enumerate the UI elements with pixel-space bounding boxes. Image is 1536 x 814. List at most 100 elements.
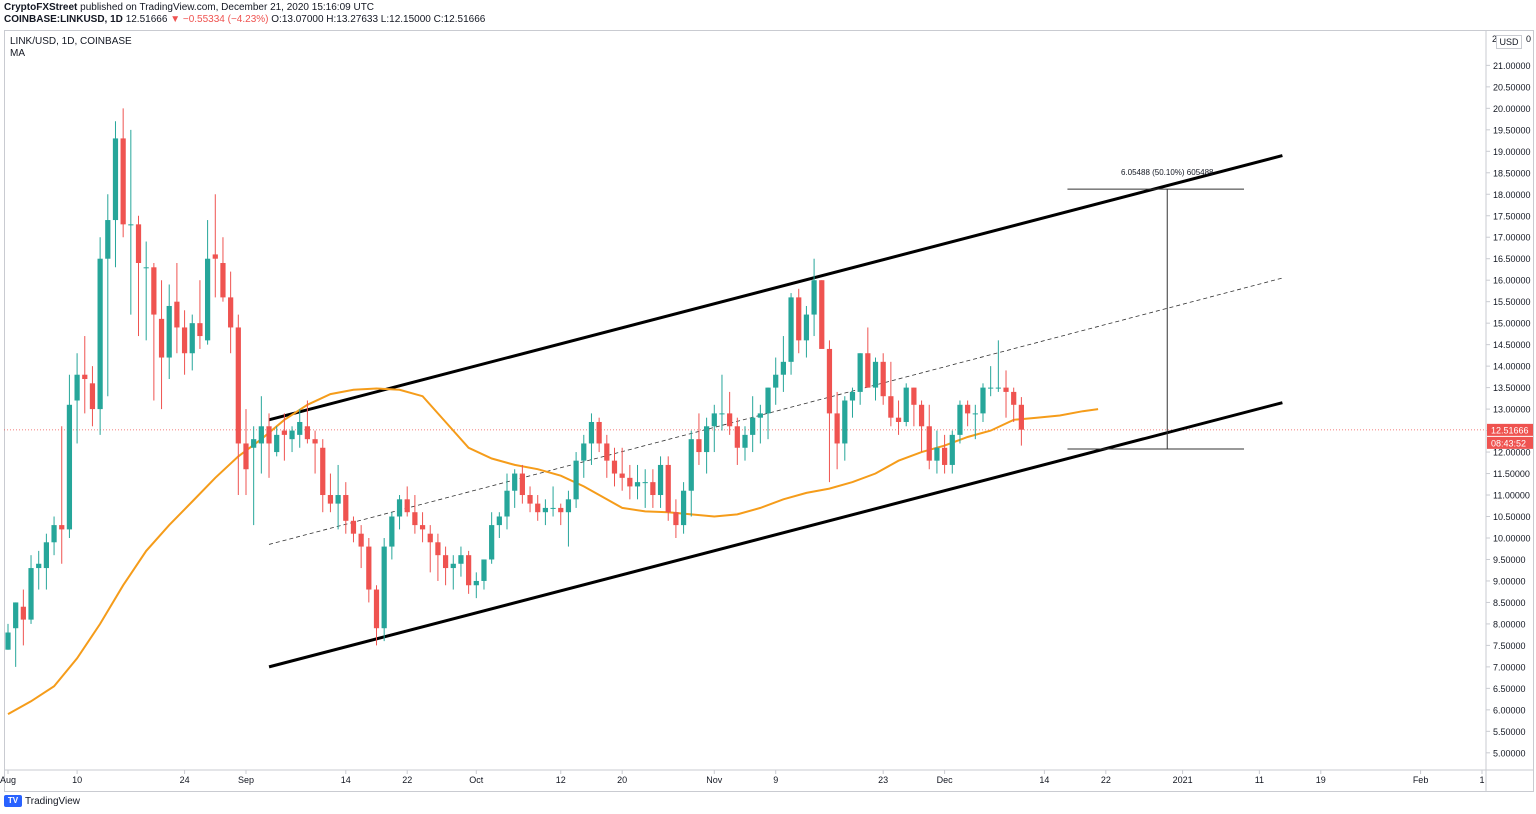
candle-body[interactable]: [304, 426, 311, 440]
candle-body[interactable]: [197, 323, 203, 337]
candle-body[interactable]: [481, 559, 487, 581]
candle-body[interactable]: [865, 353, 871, 388]
candle-body[interactable]: [1018, 404, 1024, 430]
candle-body[interactable]: [320, 447, 326, 496]
candle-body[interactable]: [895, 417, 902, 422]
candle-body[interactable]: [312, 439, 318, 444]
candle-body[interactable]: [281, 430, 287, 435]
candle-body[interactable]: [297, 421, 303, 435]
candle-body[interactable]: [274, 434, 280, 453]
candle-body[interactable]: [381, 546, 387, 629]
candle-body[interactable]: [251, 439, 257, 448]
candle-body[interactable]: [765, 387, 771, 414]
candle-body[interactable]: [82, 374, 88, 380]
candle-body[interactable]: [780, 361, 786, 375]
candle-body[interactable]: [189, 323, 195, 354]
candle-body[interactable]: [742, 434, 748, 448]
candle-body[interactable]: [120, 138, 126, 225]
candle-body[interactable]: [796, 297, 802, 341]
candle-body[interactable]: [496, 516, 502, 526]
candle-body[interactable]: [450, 563, 456, 569]
candle-body[interactable]: [941, 447, 948, 465]
candle-body[interactable]: [1011, 391, 1017, 405]
candle-body[interactable]: [988, 387, 994, 389]
candle-body[interactable]: [596, 421, 602, 444]
candle-body[interactable]: [565, 499, 572, 513]
candle-body[interactable]: [911, 387, 917, 405]
candle-body[interactable]: [135, 224, 142, 264]
candle-body[interactable]: [74, 374, 80, 401]
candle-body[interactable]: [688, 439, 694, 491]
candle-body[interactable]: [757, 413, 763, 418]
candle-body[interactable]: [412, 512, 418, 526]
candle-body[interactable]: [811, 280, 817, 315]
candle-body[interactable]: [343, 495, 349, 521]
candle-body[interactable]: [419, 525, 426, 530]
legend-indicator[interactable]: MA: [10, 48, 25, 59]
candle-body[interactable]: [734, 426, 740, 448]
candle-body[interactable]: [466, 555, 472, 586]
channel-middle-line[interactable]: [268, 277, 1283, 545]
candle-body[interactable]: [819, 280, 825, 349]
candle-body[interactable]: [105, 220, 111, 259]
candle-body[interactable]: [558, 507, 564, 513]
candle-body[interactable]: [773, 374, 779, 388]
candle-body[interactable]: [373, 589, 380, 629]
candle-body[interactable]: [573, 460, 579, 500]
candle-body[interactable]: [266, 426, 272, 444]
candle-body[interactable]: [995, 387, 1001, 389]
candle-body[interactable]: [473, 580, 479, 586]
candle-body[interactable]: [66, 404, 73, 530]
candle-body[interactable]: [934, 447, 940, 461]
candle-body[interactable]: [872, 361, 879, 388]
candle-body[interactable]: [704, 426, 710, 453]
candle-body[interactable]: [151, 267, 157, 315]
candle-body[interactable]: [166, 305, 172, 358]
candle-body[interactable]: [903, 387, 909, 422]
ma-line[interactable]: [7, 387, 1099, 715]
candle-body[interactable]: [28, 568, 34, 620]
candle-body[interactable]: [650, 482, 656, 496]
candle-body[interactable]: [604, 443, 610, 461]
candle-body[interactable]: [665, 464, 671, 513]
candle-body[interactable]: [366, 546, 372, 590]
candle-body[interactable]: [204, 258, 211, 341]
candle-body[interactable]: [611, 460, 618, 474]
candle-body[interactable]: [750, 417, 756, 435]
candle-body[interactable]: [327, 495, 334, 504]
candle-body[interactable]: [788, 297, 794, 362]
candle-body[interactable]: [128, 224, 134, 226]
candle-body[interactable]: [258, 426, 264, 444]
candle-body[interactable]: [542, 507, 549, 513]
candle-body[interactable]: [842, 400, 848, 444]
candle-body[interactable]: [857, 353, 863, 392]
candle-body[interactable]: [404, 499, 410, 513]
candle-body[interactable]: [972, 413, 978, 415]
candle-body[interactable]: [918, 404, 925, 427]
channel-lower-line[interactable]: [268, 401, 1283, 669]
candle-body[interactable]: [527, 495, 533, 504]
candle-body[interactable]: [396, 499, 403, 517]
candle-body[interactable]: [980, 387, 986, 414]
candle-body[interactable]: [5, 632, 11, 650]
candle-body[interactable]: [680, 490, 687, 526]
candle-body[interactable]: [43, 542, 49, 569]
candle-body[interactable]: [350, 520, 357, 534]
candle-body[interactable]: [243, 443, 249, 470]
candle-body[interactable]: [335, 495, 341, 504]
candle-body[interactable]: [880, 361, 886, 397]
candle-body[interactable]: [36, 563, 42, 569]
candle-body[interactable]: [97, 258, 103, 410]
candle-body[interactable]: [13, 602, 19, 629]
candle-body[interactable]: [949, 434, 955, 465]
candle-body[interactable]: [834, 413, 840, 444]
candle-body[interactable]: [389, 516, 395, 547]
candle-body[interactable]: [504, 490, 510, 517]
candle-body[interactable]: [519, 473, 525, 496]
candle-body[interactable]: [849, 391, 856, 401]
currency-button[interactable]: USD: [1496, 35, 1522, 49]
candle-body[interactable]: [427, 533, 433, 543]
candle-body[interactable]: [512, 473, 518, 491]
candle-body[interactable]: [435, 542, 441, 556]
